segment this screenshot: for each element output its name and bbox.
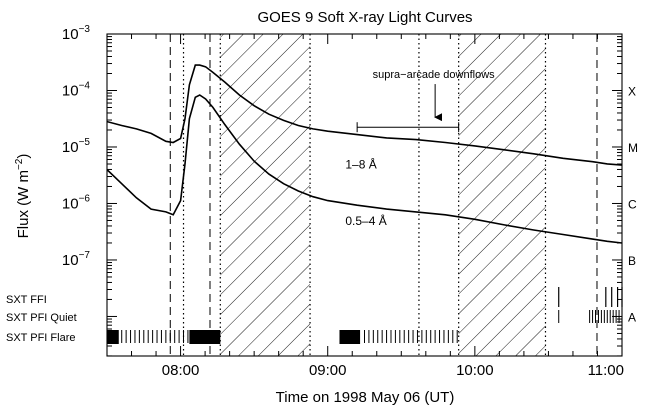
y-tick-label-base: 10 (62, 252, 79, 269)
y-axis-label-base: Flux (W m (15, 170, 32, 238)
x-tick-label-1: 09:00 (309, 362, 347, 379)
y-tick-label-exp: −7 (79, 250, 91, 261)
series-line-0 (107, 64, 622, 166)
x-tick-label-0: 08:00 (162, 362, 200, 379)
y-axis-label: Flux (W m−2) (14, 154, 32, 239)
class-label-2: C (628, 197, 637, 211)
series-lines: 1–8 Å 0.5–4 Å (107, 64, 622, 244)
y-tick-label-base: 10 (62, 26, 79, 43)
y-tick-label-4: 10−7 (62, 250, 91, 269)
instrument-block-2-0 (107, 330, 119, 344)
series-line-1 (107, 94, 622, 244)
y-tick-label-0: 10−3 (62, 24, 91, 43)
y-tick-label-2: 10−5 (62, 137, 91, 156)
class-label-4: A (628, 310, 636, 324)
instrument-row-label-1: SXT PFI Quiet (6, 312, 77, 324)
plot-frame (106, 33, 623, 357)
class-label-3: B (628, 254, 636, 268)
downflow-annotation-text: supra−arcade downflows (373, 69, 495, 81)
goes-class-labels: X M C B A (628, 84, 638, 324)
class-label-1: M (628, 141, 638, 155)
hatched-region-0 (220, 34, 311, 356)
class-label-0: X (628, 84, 636, 98)
instrument-rows: SXT FFI SXT PFI Quiet SXT PFI Flare (6, 287, 623, 344)
y-axis-label-exp: −2 (14, 158, 25, 170)
y-tick-label-3: 10−6 (62, 193, 91, 212)
time-markers (169, 34, 598, 356)
y-axis-label-close: ) (15, 154, 32, 159)
x-tick-label-2: 10:00 (456, 362, 494, 379)
hatched-regions (220, 34, 546, 356)
y-tick-label-base: 10 (62, 139, 79, 156)
y-tick-label-1: 10−4 (62, 80, 91, 99)
x-axis-ticks: 08:00 09:00 10:00 11:00 (106, 34, 624, 379)
hatched-region-1 (458, 34, 546, 356)
y-tick-label-exp: −3 (79, 24, 91, 35)
x-tick-label-3: 11:00 (588, 362, 624, 379)
y-tick-label-base: 10 (62, 195, 79, 212)
instrument-block-2-1 (189, 330, 221, 344)
series-label-1: 0.5–4 Å (345, 213, 386, 228)
y-tick-label-exp: −6 (79, 193, 91, 204)
y-tick-label-base: 10 (62, 82, 79, 99)
series-label-0: 1–8 Å (345, 156, 376, 171)
y-axis-ticks: 10−310−410−510−610−7 (62, 24, 622, 357)
instrument-row-label-2: SXT PFI Flare (6, 332, 75, 344)
x-axis-label: Time on 1998 May 06 (UT) (276, 389, 455, 406)
instrument-block-2-2 (339, 330, 361, 344)
y-tick-label-exp: −5 (79, 137, 91, 148)
chart-title: GOES 9 Soft X-ray Light Curves (257, 9, 472, 26)
downflow-annotation: supra−arcade downflows (356, 69, 495, 133)
y-tick-label-exp: −4 (79, 80, 91, 91)
instrument-row-label-0: SXT FFI (6, 294, 47, 306)
